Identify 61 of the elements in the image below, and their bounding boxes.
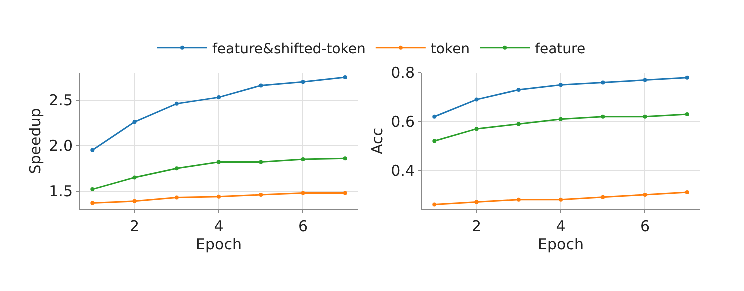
point xyxy=(474,200,479,204)
y-axis-title: Acc xyxy=(368,128,386,155)
y-tick-label: 0.6 xyxy=(391,113,415,132)
point xyxy=(432,202,437,207)
point xyxy=(685,190,690,195)
y-tick-label: 2.5 xyxy=(49,92,73,110)
point xyxy=(90,148,95,152)
point xyxy=(132,176,137,180)
point xyxy=(559,117,563,122)
point xyxy=(559,198,563,202)
point xyxy=(174,196,179,200)
point xyxy=(474,98,479,102)
point xyxy=(301,80,306,84)
y-tick-label: 1.5 xyxy=(49,182,73,201)
point xyxy=(217,96,221,100)
x-tick-label: 4 xyxy=(556,218,566,236)
point xyxy=(343,156,348,161)
point xyxy=(132,120,137,124)
point xyxy=(559,83,563,88)
x-tick-label: 6 xyxy=(298,218,308,236)
x-tick-label: 2 xyxy=(472,218,482,236)
x-tick-label: 4 xyxy=(214,218,224,236)
x-tick-label: 2 xyxy=(130,218,140,236)
legend-label: token xyxy=(430,41,470,58)
point xyxy=(474,127,479,132)
point xyxy=(685,112,690,116)
x-tick-label: 6 xyxy=(640,218,650,236)
y-tick-label: 0.8 xyxy=(391,64,415,82)
y-axis-title: Speedup xyxy=(26,108,44,174)
point xyxy=(432,139,437,144)
point xyxy=(301,191,306,196)
point xyxy=(90,188,95,192)
y-tick-label: 0.4 xyxy=(391,162,415,180)
point xyxy=(643,192,648,197)
point xyxy=(301,158,306,162)
y-tick-label: 2.0 xyxy=(49,137,73,156)
point xyxy=(343,76,348,80)
point xyxy=(643,114,648,119)
point xyxy=(516,122,521,126)
x-axis-title: Epoch xyxy=(538,236,584,254)
point xyxy=(601,114,606,119)
point xyxy=(259,160,264,164)
legend-label: feature xyxy=(535,41,586,58)
legend-label: feature&shifted-token xyxy=(212,41,366,58)
point xyxy=(343,191,348,196)
point xyxy=(643,78,648,82)
point xyxy=(259,193,264,198)
point xyxy=(601,80,606,85)
point xyxy=(217,160,221,164)
point xyxy=(174,102,179,106)
point xyxy=(516,88,521,92)
point xyxy=(259,84,264,88)
point xyxy=(516,198,521,202)
x-axis-title: Epoch xyxy=(196,236,242,254)
point xyxy=(432,114,437,119)
point xyxy=(174,166,179,171)
point xyxy=(217,194,221,199)
point xyxy=(90,201,95,206)
point xyxy=(601,195,606,200)
point xyxy=(132,199,137,204)
point xyxy=(685,76,690,80)
